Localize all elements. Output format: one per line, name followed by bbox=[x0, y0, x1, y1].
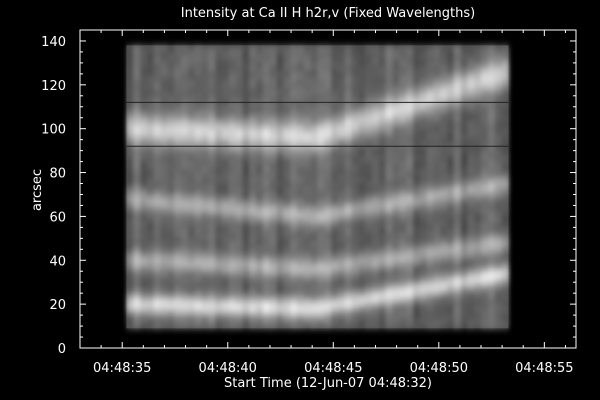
y-tick-label: 60 bbox=[49, 210, 66, 225]
x-tick-label: 04:48:40 bbox=[199, 361, 257, 376]
x-tick-label: 04:48:50 bbox=[410, 361, 468, 376]
y-tick-label: 0 bbox=[58, 342, 66, 357]
y-tick-label: 140 bbox=[41, 35, 66, 50]
x-tick-label: 04:48:55 bbox=[515, 361, 573, 376]
chart-title: Intensity at Ca II H h2r,v (Fixed Wavele… bbox=[181, 6, 475, 21]
y-tick-label: 100 bbox=[41, 123, 66, 138]
y-axis: 0 20 40 60 80 100 120 140 bbox=[41, 35, 576, 357]
heatmap-image bbox=[126, 45, 510, 329]
plot-frame bbox=[79, 29, 577, 349]
reference-lines bbox=[126, 101, 509, 147]
x-axis-label: Start Time (12-Jun-07 04:48:32) bbox=[224, 376, 432, 391]
y-axis-label: arcsec bbox=[30, 169, 45, 211]
y-tick-label: 40 bbox=[49, 254, 66, 269]
y-tick-label: 20 bbox=[49, 298, 66, 313]
x-tick-label: 04:48:35 bbox=[93, 361, 151, 376]
x-axis: 04:48:35 04:48:40 04:48:45 04:48:50 04:48:55 bbox=[79, 30, 574, 376]
x-tick-label: 04:48:45 bbox=[304, 361, 362, 376]
y-tick-label: 120 bbox=[41, 79, 66, 94]
y-tick-label: 80 bbox=[49, 167, 66, 182]
